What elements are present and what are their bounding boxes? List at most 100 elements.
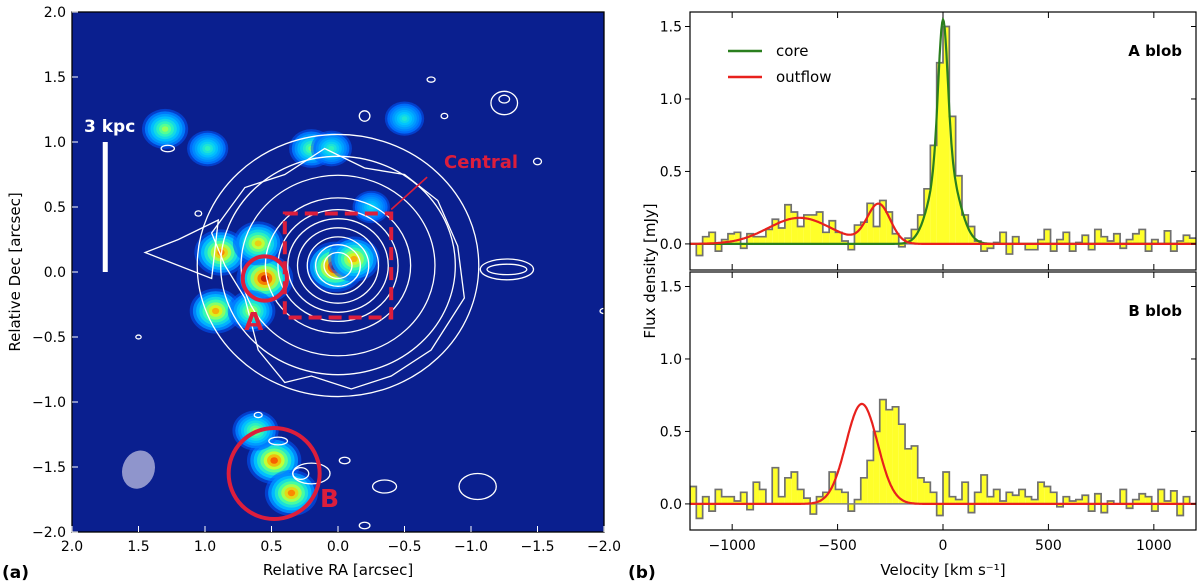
- flux-bin: [778, 227, 785, 244]
- x-tick-label: 1.0: [194, 539, 216, 555]
- flux-bin: [734, 232, 741, 244]
- flux-bin: [1170, 490, 1178, 504]
- flux-bin: [791, 212, 798, 244]
- x-tick-label: −1000: [708, 538, 755, 554]
- legend-label-core: core: [776, 42, 809, 60]
- flux-bin: [715, 489, 722, 504]
- flux-bin: [1094, 229, 1102, 244]
- flux-bin: [810, 214, 817, 244]
- flux-bin: [980, 474, 988, 504]
- flux-bin: [961, 482, 969, 504]
- flux-bin: [1126, 239, 1133, 244]
- flux-bin: [898, 243, 906, 247]
- flux-bin: [873, 431, 880, 504]
- flux-bin: [715, 243, 722, 252]
- flux-bin: [987, 243, 994, 249]
- flux-bin: [1025, 243, 1032, 250]
- flux-bin: [867, 460, 874, 504]
- flux-bin: [886, 409, 893, 504]
- emission-level: [328, 146, 335, 151]
- spectrum-title: B blob: [1128, 302, 1182, 320]
- contour-island: [532, 157, 543, 166]
- flux-bin: [835, 232, 842, 244]
- flux-bin: [1183, 496, 1190, 504]
- flux-bin: [1107, 501, 1114, 504]
- contour-island: [479, 258, 535, 281]
- flux-bin: [1012, 236, 1019, 244]
- contour-island: [135, 334, 142, 340]
- histogram-outline: [690, 398, 1196, 520]
- flux-bin: [1170, 243, 1178, 252]
- x-tick-label: 2.0: [61, 539, 83, 555]
- y-tick-label: 0.5: [660, 424, 682, 440]
- y-tick-label: −1.5: [32, 460, 66, 476]
- flux-bin: [949, 116, 956, 244]
- flux-bin: [917, 477, 925, 504]
- flux-bin: [1056, 503, 1064, 507]
- contour-island: [486, 263, 528, 276]
- flux-bin: [734, 501, 741, 504]
- flux-bin: [1044, 229, 1051, 244]
- flux-bin: [772, 467, 779, 504]
- flux-bin: [987, 496, 994, 504]
- flux-bin: [854, 225, 861, 244]
- emission-level: [270, 457, 278, 464]
- flux-bin: [1082, 235, 1089, 244]
- flux-bin: [740, 492, 747, 504]
- contour-ring: [264, 197, 412, 334]
- x-tick-label: 1000: [1136, 538, 1172, 554]
- flux-bin: [936, 62, 943, 244]
- contour-ring: [315, 244, 361, 287]
- flux-bin: [1107, 241, 1114, 244]
- y-tick-label: 2.0: [44, 5, 66, 21]
- contour-island: [458, 472, 497, 501]
- flux-bin: [1139, 229, 1146, 244]
- emission-blob: [142, 108, 189, 150]
- y-tick-label: 1.0: [660, 92, 682, 108]
- central-pointer: [390, 176, 428, 211]
- flux-bin: [924, 188, 931, 244]
- flux-bin: [1063, 232, 1070, 244]
- flux-bin: [708, 232, 716, 244]
- central-label: Central: [444, 152, 518, 173]
- contour-island: [358, 110, 371, 122]
- flux-bin: [746, 503, 754, 510]
- emission-level: [254, 240, 262, 247]
- flux-bin: [1101, 503, 1108, 513]
- flux-bin: [1037, 482, 1045, 504]
- flux-bin: [1189, 238, 1196, 244]
- flux-bin: [702, 236, 709, 244]
- flux-bin: [879, 200, 887, 244]
- flux-bin: [1031, 499, 1038, 504]
- model-outflow: [690, 202, 1196, 245]
- flux-bin: [797, 226, 804, 244]
- y-tick-label: 0.0: [44, 265, 66, 281]
- flux-bin: [1151, 503, 1159, 512]
- flux-bin: [1177, 241, 1184, 244]
- emission-blob: [328, 236, 380, 282]
- spectrum-a-blob: 0.0 0.5 1.0 1.5 A blob core outflow: [660, 11, 1197, 271]
- flux-bin: [1069, 501, 1076, 504]
- emission-blob: [187, 130, 229, 167]
- region-a-circle: [240, 254, 289, 303]
- x-tick-label: 1.5: [127, 539, 149, 555]
- contour-island: [358, 521, 371, 530]
- beam-ellipse: [122, 450, 155, 489]
- y-tick-label: −2.0: [32, 525, 66, 541]
- overlays: [102, 142, 428, 521]
- spectra-y-axis-label: Flux density [mJy]: [641, 203, 659, 338]
- plot-area: [690, 398, 1196, 520]
- flux-bin: [873, 226, 880, 244]
- flux-bin: [1101, 236, 1108, 244]
- histogram: [696, 26, 1196, 256]
- contour-island: [426, 76, 436, 83]
- y-tick-label: 1.0: [660, 352, 682, 368]
- emission-level: [287, 489, 296, 497]
- emission-blob: [232, 221, 284, 266]
- flux-bin: [1018, 489, 1026, 504]
- emission-level: [350, 255, 358, 263]
- flux-bin: [746, 233, 754, 244]
- flux-bin: [1126, 503, 1133, 509]
- y-tick-label: 1.5: [660, 19, 682, 35]
